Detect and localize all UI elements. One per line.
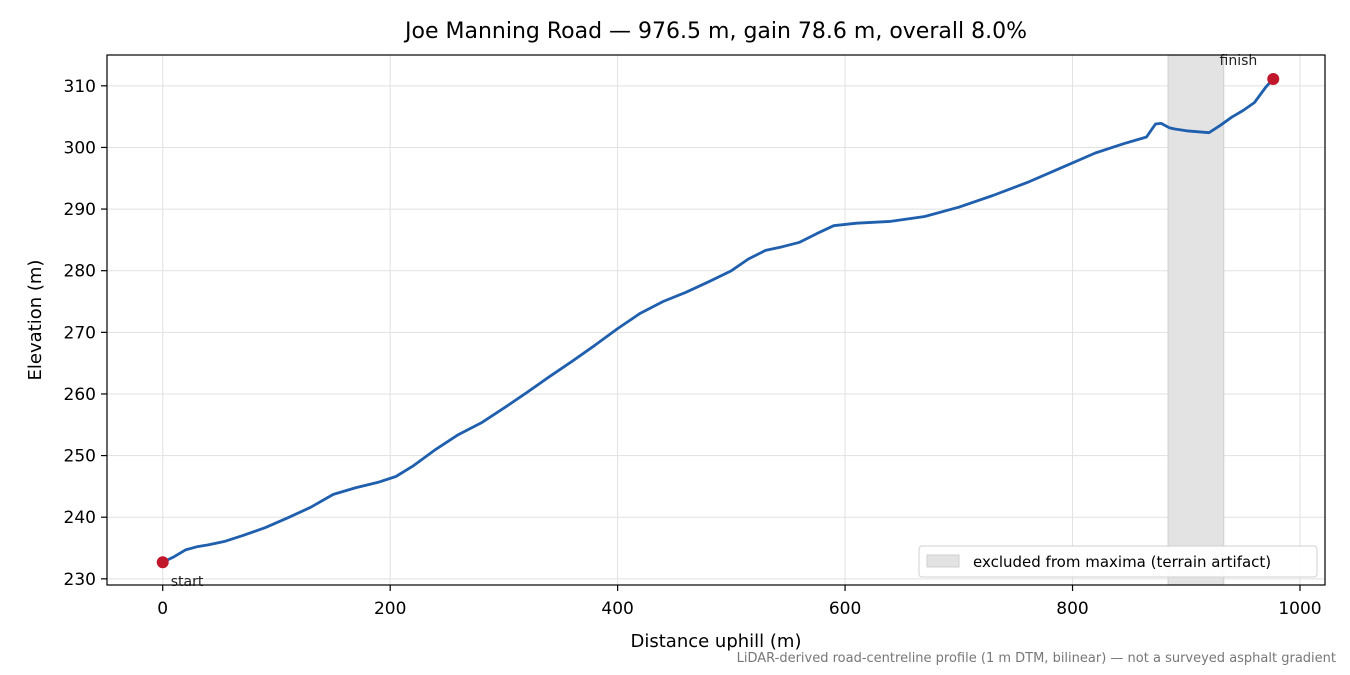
chart-title: Joe Manning Road — 976.5 m, gain 78.6 m,… bbox=[405, 19, 1027, 44]
y-tick-label: 270 bbox=[64, 323, 96, 343]
legend-box bbox=[918, 545, 1318, 578]
y-tick-label: 260 bbox=[64, 385, 96, 405]
elevation-line bbox=[161, 77, 1275, 564]
elevation-series-line bbox=[161, 77, 1275, 564]
x-tick-label: 600 bbox=[829, 599, 861, 619]
plot-background bbox=[107, 55, 1325, 585]
y-tick-label: 230 bbox=[64, 570, 96, 590]
finish-label: finish bbox=[1220, 53, 1258, 69]
y-tick-label: 300 bbox=[64, 138, 96, 158]
x-tick-label: 1000 bbox=[1278, 599, 1321, 619]
y-axis-label: Elevation (m) bbox=[25, 260, 46, 381]
y-tick-label: 310 bbox=[64, 77, 96, 97]
x-tick-label: 0 bbox=[157, 599, 168, 619]
y-tick-label: 250 bbox=[64, 447, 96, 467]
legend-swatch bbox=[926, 554, 960, 568]
endpoint-markers: start finish bbox=[156, 53, 1280, 590]
axes-frame-rect bbox=[106, 54, 1326, 586]
x-axis-label: Distance uphill (m) bbox=[631, 631, 802, 652]
y-tick-label: 240 bbox=[64, 508, 96, 528]
x-tick-label: 800 bbox=[1056, 599, 1088, 619]
footnote: LiDAR-derived road-centreline profile (1… bbox=[736, 651, 1336, 666]
x-axis-ticks: 0 200 400 600 800 1000 bbox=[157, 585, 1322, 619]
start-label: start bbox=[171, 574, 204, 590]
excluded-region-band bbox=[1167, 54, 1225, 586]
start-marker bbox=[156, 556, 169, 569]
plot-area bbox=[107, 55, 1325, 585]
x-tick-label: 200 bbox=[374, 599, 406, 619]
y-tick-label: 290 bbox=[64, 200, 96, 220]
excluded-region bbox=[1167, 54, 1225, 586]
y-axis-ticks: 230 240 250 260 270 280 290 300 310 bbox=[64, 77, 107, 590]
axes-frame bbox=[106, 54, 1326, 586]
finish-marker bbox=[1267, 73, 1280, 86]
legend: excluded from maxima (terrain artifact) bbox=[918, 545, 1318, 578]
y-tick-label: 280 bbox=[64, 262, 96, 282]
legend-entry-label: excluded from maxima (terrain artifact) bbox=[973, 553, 1271, 571]
grid-lines bbox=[107, 55, 1325, 585]
x-tick-label: 400 bbox=[601, 599, 633, 619]
